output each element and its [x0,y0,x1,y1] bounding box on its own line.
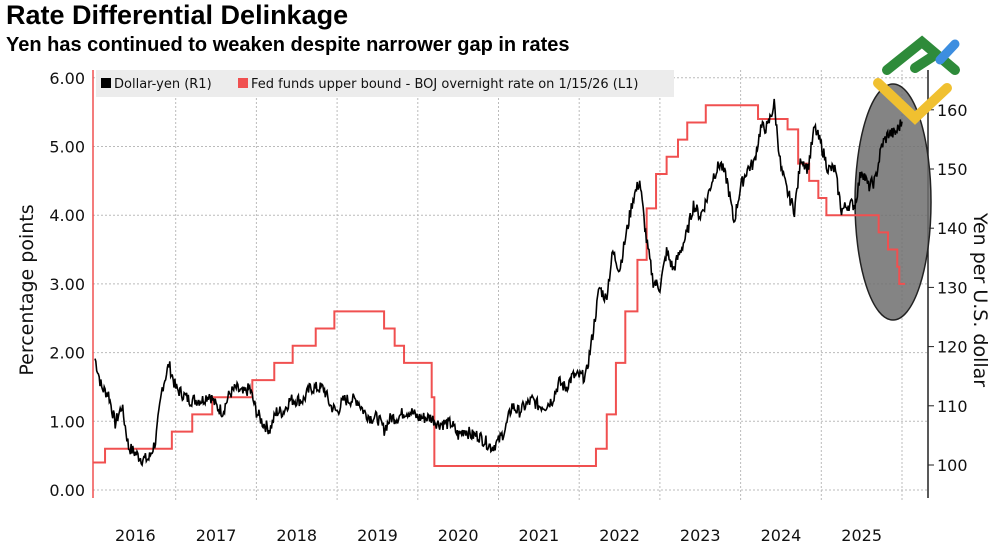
x-tick-label: 2020 [438,526,479,545]
left-tick-label: 4.00 [49,206,85,225]
left-tick-label: 0.00 [49,481,85,500]
chart-title: Rate Differential Delinkage [6,0,349,30]
right-tick-label: 130 [937,278,968,297]
x-tick-label: 2019 [357,526,398,545]
x-tick-label: 2023 [680,526,721,545]
left-tick-label: 2.00 [49,344,85,363]
legend-background [96,70,674,97]
left-tick-label: 6.00 [49,69,85,88]
left-tick-label: 1.00 [49,412,85,431]
right-tick-label: 110 [937,397,968,416]
x-tick-label: 2018 [276,526,317,545]
x-tick-label: 2025 [841,526,882,545]
legend-label-fx: Dollar-yen (R1) [114,77,212,92]
legend-swatch-spread [238,78,248,88]
left-axis-label: Percentage points [16,204,38,375]
right-tick-label: 160 [937,101,968,120]
right-axis-label: Yen per U.S. dollar [969,212,991,387]
chart-subtitle: Yen has continued to weaken despite narr… [6,34,570,56]
right-tick-label: 140 [937,219,968,238]
x-tick-label: 2017 [196,526,237,545]
right-tick-label: 100 [937,456,968,475]
right-tick-label: 120 [937,338,968,357]
left-tick-label: 5.00 [49,138,85,157]
x-tick-label: 2024 [761,526,802,545]
series-line-dollar-yen [94,98,903,468]
right-tick-label: 150 [937,160,968,179]
brand-logo [873,35,960,125]
legend-label-spread: Fed funds upper bound - BOJ overnight ra… [251,77,638,92]
series-line-spread [93,104,906,467]
x-tick-label: 2021 [518,526,559,545]
x-tick-label: 2016 [115,526,156,545]
left-tick-label: 3.00 [49,275,85,294]
legend-swatch-fx [101,78,111,88]
x-tick-label: 2022 [599,526,640,545]
